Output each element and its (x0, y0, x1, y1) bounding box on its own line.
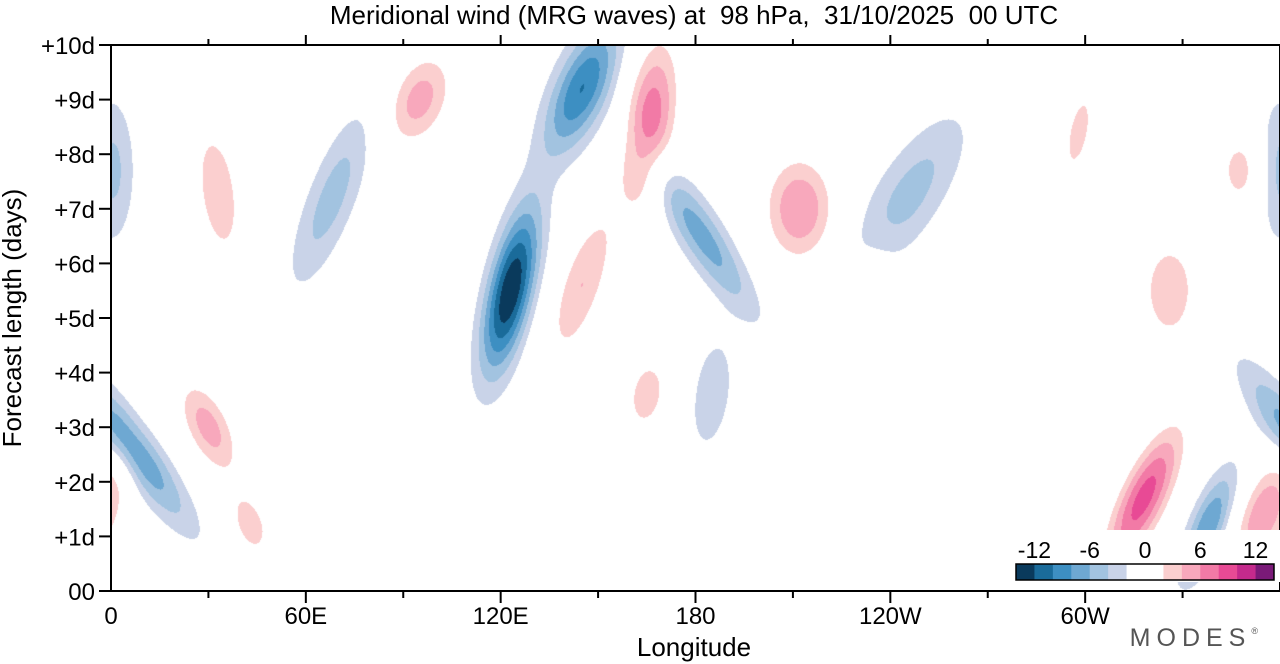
chart-title: Meridional wind (MRG waves) at 98 hPa, 3… (330, 0, 1058, 30)
colorbar-swatch (1089, 564, 1109, 580)
y-tick-label: +1d (54, 524, 95, 551)
x-axis-ticks: 0 60E 120E 180 120W 60W (104, 35, 1184, 630)
colorbar-label: -6 (1079, 537, 1099, 563)
y-tick-label: +5d (54, 306, 95, 333)
y-tick-label: +10d (41, 33, 95, 60)
colorbar-swatch (1255, 564, 1275, 580)
colorbar-swatch (1034, 564, 1054, 580)
colorbar-swatch (1237, 564, 1257, 580)
y-axis-label: Forecast length (days) (0, 189, 27, 448)
colorbar-label: 12 (1243, 537, 1269, 563)
colorbar-swatch (1071, 564, 1091, 580)
x-axis-label: Longitude (637, 632, 751, 662)
y-tick-label: +3d (54, 415, 95, 442)
x-tick-label: 180 (675, 603, 715, 630)
x-tick-label: 120W (859, 603, 922, 630)
modes-brand: MODES® (1130, 624, 1258, 653)
wind-contour-field (111, 45, 1280, 591)
colorbar-label: -12 (1018, 537, 1051, 563)
y-tick-label: 00 (68, 579, 95, 606)
x-tick-label: 60W (1060, 603, 1110, 630)
brand-name: MODES (1129, 624, 1252, 652)
colorbar: -12 -6 0 6 12 (1010, 530, 1280, 582)
colorbar-swatch (1200, 564, 1220, 580)
y-tick-label: +9d (54, 88, 95, 115)
y-tick-label: +6d (54, 251, 95, 278)
colorbar-swatch (1016, 564, 1035, 580)
colorbar-swatch (1126, 564, 1146, 580)
x-tick-label: 120E (473, 603, 529, 630)
colorbar-swatch (1181, 564, 1201, 580)
colorbar-swatch (1145, 564, 1164, 580)
brand-registered-mark: ® (1251, 626, 1258, 636)
y-tick-label: +4d (54, 361, 95, 388)
colorbar-swatch (1218, 564, 1238, 580)
colorbar-swatch (1163, 564, 1183, 580)
colorbar-frame (1015, 563, 1275, 581)
colorbar-swatch (1052, 564, 1072, 580)
y-tick-label: +7d (54, 197, 95, 224)
x-tick-label: 0 (104, 603, 117, 630)
colorbar-label: 0 (1139, 537, 1152, 563)
colorbar-swatch (1108, 564, 1128, 580)
colorbar-label: 6 (1194, 537, 1207, 563)
y-tick-label: +8d (54, 142, 95, 169)
y-axis-ticks: 00 +1d +2d +3d +4d +5d +6d +7d +8d +9d +10d (41, 33, 111, 606)
y-tick-label: +2d (54, 470, 95, 497)
contour-field (111, 45, 1280, 591)
x-tick-label: 60E (284, 603, 327, 630)
